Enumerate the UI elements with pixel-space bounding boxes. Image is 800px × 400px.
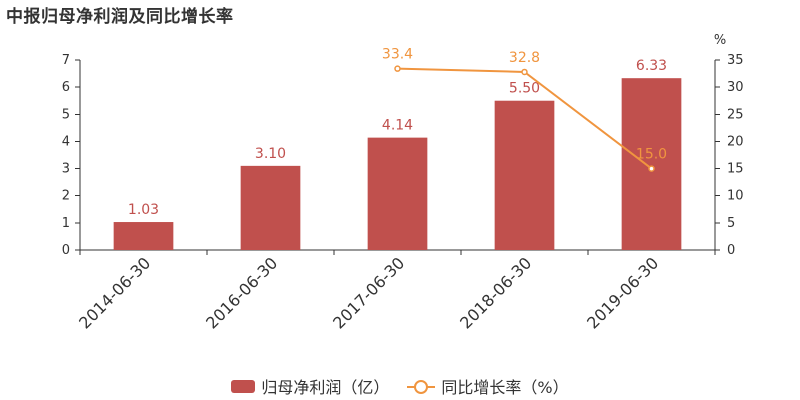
legend-line-swatch xyxy=(407,379,436,394)
bar xyxy=(367,137,428,250)
bar-value-label: 3.10 xyxy=(255,146,286,162)
bar xyxy=(621,78,682,250)
growth-value-label: 32.8 xyxy=(509,50,540,66)
x-tick-label: 2019-06-30 xyxy=(583,253,662,332)
bar-value-label: 4.14 xyxy=(382,118,413,134)
bar xyxy=(240,165,301,250)
legend-item-line[interactable]: 同比增长率（%） xyxy=(407,374,569,398)
legend: 归母净利润（亿） 同比增长率（%） xyxy=(0,374,800,398)
growth-value-label: 15.0 xyxy=(636,147,667,163)
bar-value-label: 1.03 xyxy=(128,202,159,218)
y-left-tick-label: 1 xyxy=(62,216,70,231)
y-right-tick-label: 25 xyxy=(727,107,744,122)
y-left-tick-label: 0 xyxy=(62,243,70,258)
y-left-tick-label: 6 xyxy=(62,80,70,95)
bar xyxy=(113,222,174,250)
y-left-tick-label: 7 xyxy=(62,53,70,68)
bar-value-label: 5.50 xyxy=(509,81,540,97)
x-tick-label: 2016-06-30 xyxy=(202,253,281,332)
legend-label-line: 同比增长率（%） xyxy=(441,378,569,397)
growth-value-label: 33.4 xyxy=(382,47,413,63)
y-right-tick-label: 15 xyxy=(727,162,744,177)
legend-item-bars[interactable]: 归母净利润（亿） xyxy=(231,374,389,398)
y-left-tick-label: 5 xyxy=(62,107,70,122)
legend-label-bars: 归母净利润（亿） xyxy=(261,378,390,397)
y-left-tick-label: 2 xyxy=(62,189,70,204)
y-right-tick-label: 0 xyxy=(727,243,735,258)
legend-bar-swatch xyxy=(231,379,256,393)
growth-point xyxy=(521,68,528,76)
y-right-tick-label: 20 xyxy=(727,134,744,149)
bar-value-label: 6.33 xyxy=(636,58,667,74)
y-right-tick-label: 5 xyxy=(727,216,735,231)
x-tick-label: 2017-06-30 xyxy=(329,253,408,332)
y-left-tick-label: 4 xyxy=(62,134,70,149)
y-right-tick-label: 30 xyxy=(727,80,744,95)
growth-point xyxy=(394,65,401,72)
growth-point xyxy=(648,165,655,172)
y-right-tick-label: 10 xyxy=(727,189,744,204)
y-right-tick-label: 35 xyxy=(727,53,744,68)
x-tick-label: 2014-06-30 xyxy=(75,253,154,332)
chart-title: 中报归母净利润及同比增长率 xyxy=(6,7,234,27)
y-right-unit: % xyxy=(714,33,726,48)
bar xyxy=(494,100,555,250)
x-tick-label: 2018-06-30 xyxy=(456,253,535,332)
y-left-tick-label: 3 xyxy=(62,162,70,177)
